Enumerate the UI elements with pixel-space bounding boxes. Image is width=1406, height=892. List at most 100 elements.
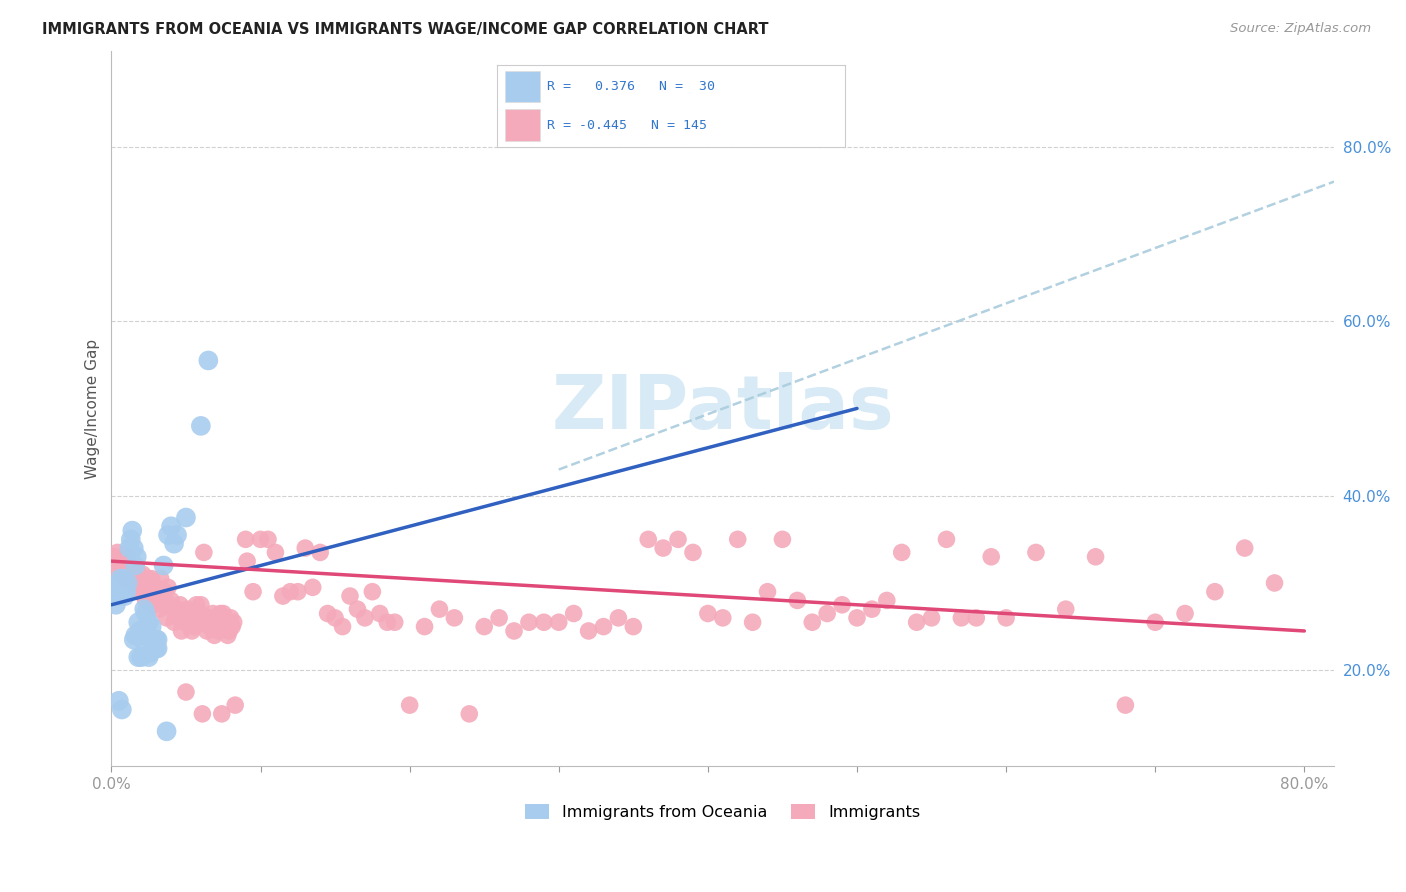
Point: [200, 615, 222, 630]
Point: [176, 602, 198, 616]
Point: [174, 685, 197, 699]
Point: [309, 545, 332, 559]
Point: [118, 541, 141, 555]
Point: [197, 611, 219, 625]
Point: [110, 558, 132, 573]
Point: [132, 632, 155, 647]
Point: [621, 619, 644, 633]
Point: [139, 580, 162, 594]
Point: [120, 567, 142, 582]
Point: [197, 353, 219, 368]
Point: [122, 576, 145, 591]
Point: [108, 576, 131, 591]
Point: [114, 589, 136, 603]
Point: [139, 646, 162, 660]
Point: [271, 589, 294, 603]
Point: [145, 641, 167, 656]
Point: [375, 615, 398, 630]
Point: [413, 619, 436, 633]
Point: [211, 706, 233, 721]
Point: [120, 533, 142, 547]
Point: [190, 418, 212, 433]
Point: [1263, 576, 1285, 591]
Point: [183, 611, 205, 625]
Point: [125, 563, 148, 577]
Point: [756, 584, 779, 599]
Point: [965, 611, 987, 625]
Point: [472, 619, 495, 633]
Point: [1054, 602, 1077, 616]
Point: [194, 615, 217, 630]
Point: [163, 537, 186, 551]
Point: [786, 593, 808, 607]
Point: [165, 607, 187, 621]
Point: [890, 545, 912, 559]
Point: [127, 584, 149, 599]
Point: [287, 584, 309, 599]
Point: [103, 589, 125, 603]
Point: [149, 572, 172, 586]
Point: [104, 598, 127, 612]
Point: [221, 619, 243, 633]
Point: [173, 615, 195, 630]
Point: [167, 611, 190, 625]
Point: [980, 549, 1002, 564]
Point: [146, 632, 169, 647]
Point: [187, 611, 209, 625]
Point: [201, 607, 224, 621]
Point: [458, 706, 481, 721]
Point: [112, 572, 135, 586]
Point: [249, 533, 271, 547]
Point: [117, 549, 139, 564]
Point: [339, 589, 361, 603]
Point: [696, 607, 718, 621]
Point: [191, 706, 214, 721]
Point: [150, 589, 173, 603]
Point: [128, 572, 150, 586]
Point: [129, 580, 152, 594]
Point: [124, 628, 146, 642]
Point: [209, 607, 232, 621]
Point: [361, 584, 384, 599]
Point: [846, 611, 869, 625]
Point: [145, 632, 167, 647]
Text: Source: ZipAtlas.com: Source: ZipAtlas.com: [1230, 22, 1371, 36]
Point: [155, 724, 177, 739]
Point: [831, 598, 853, 612]
Point: [193, 545, 215, 559]
Point: [860, 602, 883, 616]
Point: [741, 615, 763, 630]
Point: [134, 584, 156, 599]
Point: [219, 611, 242, 625]
Point: [179, 607, 201, 621]
Point: [115, 563, 138, 577]
Point: [141, 572, 163, 586]
Point: [160, 519, 183, 533]
Point: [666, 533, 689, 547]
Point: [208, 624, 231, 638]
Point: [215, 615, 238, 630]
Point: [578, 624, 600, 638]
Point: [332, 619, 354, 633]
Point: [217, 628, 239, 642]
Point: [190, 598, 212, 612]
Point: [153, 584, 176, 599]
Point: [488, 611, 510, 625]
Point: [236, 554, 259, 568]
Point: [218, 624, 240, 638]
Point: [214, 619, 236, 633]
Point: [547, 615, 569, 630]
Point: [125, 549, 148, 564]
Point: [127, 650, 149, 665]
Point: [146, 641, 169, 656]
Point: [727, 533, 749, 547]
Point: [280, 584, 302, 599]
Point: [127, 615, 149, 630]
Point: [212, 607, 235, 621]
Point: [121, 524, 143, 538]
Point: [204, 615, 226, 630]
Point: [174, 510, 197, 524]
Point: [112, 554, 135, 568]
Point: [114, 572, 136, 586]
Point: [157, 580, 180, 594]
